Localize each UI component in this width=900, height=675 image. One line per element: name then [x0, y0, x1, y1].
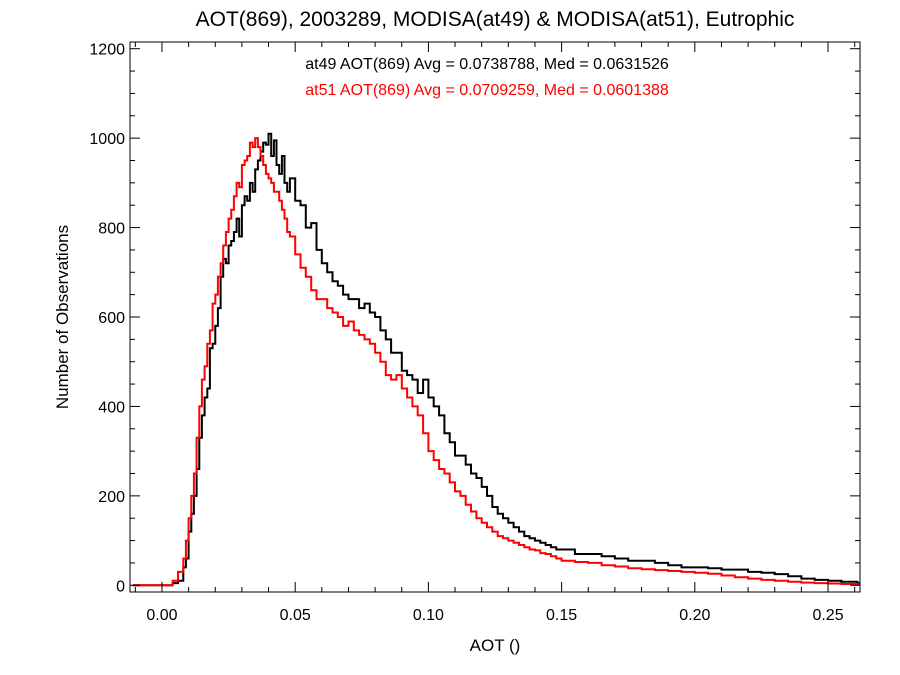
x-tick-label: 0.05	[280, 607, 311, 624]
y-axis: 0 200 400 600 800 1000 1200	[89, 42, 860, 595]
x-tick-label: 0.15	[546, 607, 577, 624]
series-at51-line	[132, 137, 860, 587]
y-tick-label: 1200	[89, 42, 125, 59]
annotation-1: at49 AOT(869) Avg = 0.0738788, Med = 0.0…	[305, 56, 669, 73]
y-tick-label: 200	[98, 489, 125, 506]
y-tick-label: 1000	[89, 131, 125, 148]
x-tick-label: 0.00	[146, 607, 177, 624]
x-tick-label: 0.20	[679, 607, 710, 624]
y-tick-label: 0	[116, 578, 125, 595]
y-axis-title: Number of Observations	[53, 225, 72, 409]
x-axis: 0.00 0.05 0.10 0.15 0.20 0.25	[134, 42, 856, 624]
y-tick-label: 600	[98, 310, 125, 327]
series-at49-line	[132, 132, 860, 587]
annotations: at49 AOT(869) Avg = 0.0738788, Med = 0.0…	[305, 56, 669, 99]
series-layer	[132, 132, 860, 587]
y-tick-label: 800	[98, 221, 125, 238]
x-tick-label: 0.25	[812, 607, 843, 624]
y-tick-label: 400	[98, 399, 125, 416]
annotation-2: at51 AOT(869) Avg = 0.0709259, Med = 0.0…	[305, 82, 669, 99]
x-tick-label: 0.10	[413, 607, 444, 624]
chart-title: AOT(869), 2003289, MODISA(at49) & MODISA…	[196, 8, 795, 31]
x-axis-title: AOT ()	[470, 636, 521, 655]
